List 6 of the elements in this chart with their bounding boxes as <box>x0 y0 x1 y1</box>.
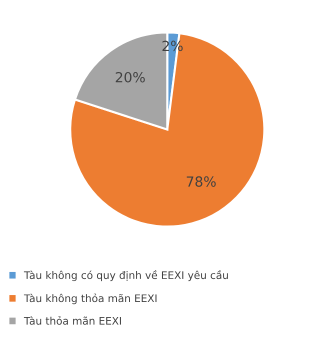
legend-label: Tàu không có quy định về EEXI yêu cầu <box>24 270 228 282</box>
data-label: 20% <box>116 72 145 82</box>
pie-slice <box>69 32 266 228</box>
legend-label: Tàu thỏa mãn EEXI <box>24 316 121 325</box>
legend-label: Tàu không thỏa mãn EEXI <box>24 294 156 304</box>
data-label: 78% <box>186 176 216 187</box>
